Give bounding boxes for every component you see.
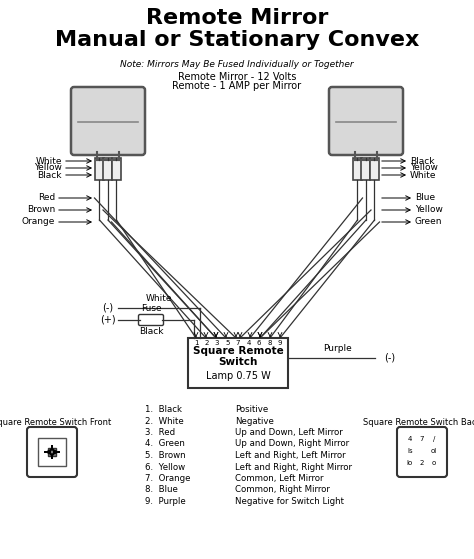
Text: Purple: Purple bbox=[324, 344, 352, 353]
Text: 5.  Brown: 5. Brown bbox=[145, 451, 186, 460]
Text: 1: 1 bbox=[194, 340, 198, 346]
Text: (+): (+) bbox=[100, 315, 116, 325]
Text: 7: 7 bbox=[236, 340, 240, 346]
Text: Green: Green bbox=[415, 217, 443, 226]
Text: Negative for Switch Light: Negative for Switch Light bbox=[235, 497, 344, 506]
Bar bbox=[103, 158, 112, 180]
Text: 1.  Black: 1. Black bbox=[145, 405, 182, 414]
Bar bbox=[370, 158, 379, 180]
Text: 4.  Green: 4. Green bbox=[145, 439, 185, 448]
Text: Black: Black bbox=[37, 170, 62, 179]
Text: Switch: Switch bbox=[219, 357, 258, 367]
Text: Left and Right, Right Mirror: Left and Right, Right Mirror bbox=[235, 462, 352, 471]
Text: White: White bbox=[410, 170, 437, 179]
Text: Common, Right Mirror: Common, Right Mirror bbox=[235, 486, 330, 495]
Text: 5: 5 bbox=[225, 340, 230, 346]
Bar bbox=[188, 338, 288, 388]
Text: White: White bbox=[36, 157, 62, 165]
Text: (-): (-) bbox=[102, 303, 114, 313]
Text: ol: ol bbox=[431, 448, 437, 454]
Text: Square Remote: Square Remote bbox=[192, 346, 283, 356]
Text: 8: 8 bbox=[267, 340, 272, 346]
Text: 3: 3 bbox=[215, 340, 219, 346]
Text: (-): (-) bbox=[384, 353, 396, 363]
Text: Yellow: Yellow bbox=[34, 163, 62, 173]
Text: 2.  White: 2. White bbox=[145, 416, 184, 425]
Bar bbox=[353, 158, 362, 180]
Text: Blue: Blue bbox=[415, 193, 435, 202]
Text: Square Remote Switch Back: Square Remote Switch Back bbox=[363, 418, 474, 427]
Text: 6: 6 bbox=[257, 340, 261, 346]
FancyBboxPatch shape bbox=[329, 87, 403, 155]
Text: Positive: Positive bbox=[235, 405, 268, 414]
Text: Remote Mirror: Remote Mirror bbox=[146, 8, 328, 28]
Text: Negative: Negative bbox=[235, 416, 274, 425]
Text: 2: 2 bbox=[204, 340, 209, 346]
Text: Square Remote Switch Front: Square Remote Switch Front bbox=[0, 418, 111, 427]
Text: o: o bbox=[432, 460, 436, 466]
Text: 9: 9 bbox=[278, 340, 282, 346]
Text: /: / bbox=[433, 436, 435, 442]
Text: Black: Black bbox=[410, 157, 435, 165]
Text: ls: ls bbox=[407, 448, 413, 454]
Bar bbox=[48, 448, 56, 456]
Text: lo: lo bbox=[407, 460, 413, 466]
FancyBboxPatch shape bbox=[397, 427, 447, 477]
FancyBboxPatch shape bbox=[27, 427, 77, 477]
Text: White: White bbox=[146, 294, 172, 303]
Text: 7.  Orange: 7. Orange bbox=[145, 474, 191, 483]
Text: Yellow: Yellow bbox=[415, 206, 443, 215]
Bar bbox=[112, 158, 121, 180]
Text: Yellow: Yellow bbox=[410, 163, 438, 173]
Text: Remote Mirror - 12 Volts: Remote Mirror - 12 Volts bbox=[178, 72, 296, 82]
Text: Note: Mirrors May Be Fused Individually or Together: Note: Mirrors May Be Fused Individually … bbox=[120, 60, 354, 69]
Text: 7: 7 bbox=[420, 436, 424, 442]
Text: Brown: Brown bbox=[27, 206, 55, 215]
Text: 4: 4 bbox=[408, 436, 412, 442]
Text: 8.  Blue: 8. Blue bbox=[145, 486, 178, 495]
FancyBboxPatch shape bbox=[71, 87, 145, 155]
Text: Orange: Orange bbox=[22, 217, 55, 226]
FancyBboxPatch shape bbox=[138, 315, 164, 325]
Text: 3.  Red: 3. Red bbox=[145, 428, 175, 437]
Text: 6.  Yellow: 6. Yellow bbox=[145, 462, 185, 471]
Text: Manual or Stationary Convex: Manual or Stationary Convex bbox=[55, 30, 419, 50]
Text: 2: 2 bbox=[420, 460, 424, 466]
Bar bbox=[362, 158, 371, 180]
Text: Fuse: Fuse bbox=[141, 304, 161, 313]
Text: Remote - 1 AMP per Mirror: Remote - 1 AMP per Mirror bbox=[173, 81, 301, 91]
Text: Black: Black bbox=[139, 327, 163, 336]
Text: 4: 4 bbox=[246, 340, 251, 346]
Text: Red: Red bbox=[38, 193, 55, 202]
Text: 9.  Purple: 9. Purple bbox=[145, 497, 186, 506]
Text: Left and Right, Left Mirror: Left and Right, Left Mirror bbox=[235, 451, 346, 460]
Text: Common, Left Mirror: Common, Left Mirror bbox=[235, 474, 323, 483]
Bar bbox=[38, 438, 66, 466]
Bar bbox=[95, 158, 104, 180]
Text: Up and Down, Left Mirror: Up and Down, Left Mirror bbox=[235, 428, 343, 437]
Text: Up and Down, Right Mirror: Up and Down, Right Mirror bbox=[235, 439, 349, 448]
Text: Lamp 0.75 W: Lamp 0.75 W bbox=[206, 371, 270, 381]
